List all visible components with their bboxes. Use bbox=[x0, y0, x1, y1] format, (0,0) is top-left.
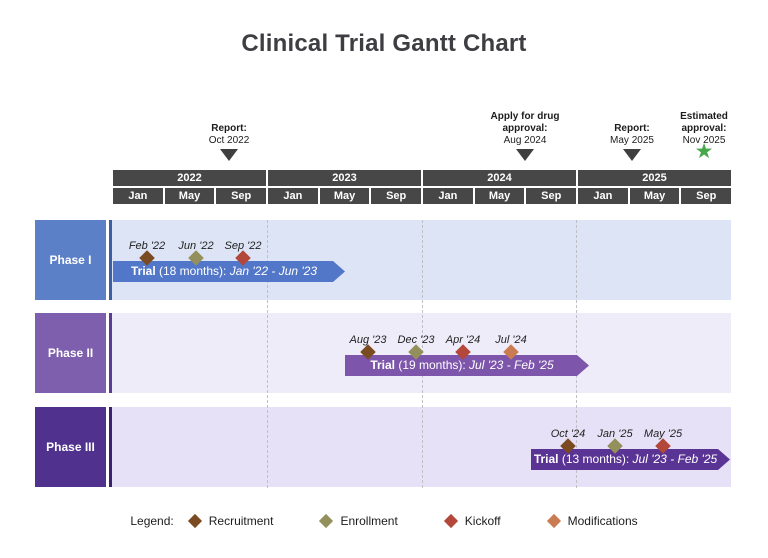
month-cell: Sep bbox=[526, 188, 577, 204]
month-cell: Jan bbox=[113, 188, 163, 204]
event-date-label: Oct '24 bbox=[550, 428, 586, 440]
month-cell: May bbox=[629, 188, 680, 204]
milestone-flag-report-may-2025: Report: May 2025 bbox=[610, 123, 654, 147]
event-date-label: Dec '23 bbox=[397, 334, 435, 346]
year-gridline-2025 bbox=[576, 220, 577, 488]
milestone-star-icon: ★ bbox=[694, 140, 714, 163]
phase-row-phase-3 bbox=[112, 407, 731, 487]
enrollment-diamond-icon bbox=[319, 513, 334, 529]
milestone-flag-report-oct-2022: Report: Oct 2022 bbox=[209, 123, 250, 147]
phase-name: Phase III bbox=[46, 440, 95, 454]
milestone-label: Report: bbox=[614, 123, 650, 134]
bar-title: Trial bbox=[533, 452, 559, 466]
timeline-year-row: 2022 2023 2024 2025 bbox=[113, 170, 731, 186]
event-date-label: Jul '24 bbox=[495, 334, 527, 346]
legend-item-recruitment: Recruitment bbox=[187, 513, 274, 529]
year-cell: 2024 bbox=[423, 170, 576, 186]
gantt-bar-phase-3: Trial (13 months): Jul '23 - Feb '25 bbox=[531, 449, 730, 470]
month-cell: Jan bbox=[268, 188, 318, 204]
phase-label-phase-1: Phase I bbox=[35, 220, 106, 300]
milestone-triangle-icon bbox=[623, 149, 641, 161]
legend-item-label: Modifications bbox=[567, 514, 638, 528]
legend-item-kickoff: Kickoff bbox=[443, 513, 501, 529]
bar-dates: Jul '23 - Feb '25 bbox=[632, 452, 718, 466]
chart-title: Clinical Trial Gantt Chart bbox=[241, 30, 527, 57]
phase-name: Phase II bbox=[47, 346, 94, 360]
milestone-flag-drug-approval-aug-2024: Apply for drug approval: Aug 2024 bbox=[491, 111, 560, 147]
milestone-date: Oct 2022 bbox=[208, 135, 250, 146]
milestone-label: approval: bbox=[502, 123, 548, 134]
year-cell: 2025 bbox=[578, 170, 731, 186]
gantt-bar-phase-1: Trial (18 months): Jan '22 - Jun '23 bbox=[113, 261, 345, 282]
bar-dates: Jan '22 - Jun '23 bbox=[229, 264, 318, 278]
year-gridline-2024 bbox=[422, 220, 423, 488]
legend-item-label: Enrollment bbox=[340, 514, 398, 528]
phase-row-accent bbox=[109, 407, 112, 487]
month-cell: May bbox=[319, 188, 370, 204]
milestone-triangle-icon bbox=[516, 149, 534, 161]
legend-item-enrollment: Enrollment bbox=[319, 513, 398, 529]
event-date-label: Feb '22 bbox=[128, 240, 166, 252]
month-cell: Sep bbox=[681, 188, 732, 204]
phase-name: Phase I bbox=[49, 253, 92, 267]
timeline-month-row: Jan May Sep Jan May Sep Jan May Sep Jan … bbox=[113, 188, 732, 204]
year-cell: 2023 bbox=[268, 170, 421, 186]
year-cell: 2022 bbox=[113, 170, 266, 186]
milestone-date: Aug 2024 bbox=[503, 135, 547, 146]
month-cell: May bbox=[474, 188, 525, 204]
legend-title: Legend: bbox=[130, 514, 174, 528]
phase-label-phase-3: Phase III bbox=[35, 407, 106, 487]
year-gridline-2023 bbox=[267, 220, 268, 488]
month-cell: Sep bbox=[371, 188, 422, 204]
milestone-label: Apply for drug bbox=[490, 111, 560, 122]
milestone-label: Report: bbox=[211, 123, 247, 134]
bar-duration: (18 months): bbox=[155, 264, 230, 278]
gantt-bar-phase-2: Trial (19 months): Jul '23 - Feb '25 bbox=[345, 355, 589, 376]
milestone-date: Nov 2025 bbox=[682, 135, 726, 146]
bar-duration: (19 months): bbox=[395, 358, 470, 372]
event-date-label: Sep '22 bbox=[224, 240, 262, 252]
event-date-label: May '25 bbox=[643, 428, 683, 440]
phase-row-accent bbox=[109, 220, 112, 300]
month-cell: Jan bbox=[423, 188, 473, 204]
milestone-label: Estimated bbox=[680, 111, 728, 122]
bar-title: Trial bbox=[370, 358, 395, 372]
bar-title: Trial bbox=[130, 264, 156, 278]
legend: Legend: Recruitment Enrollment Kickoff M… bbox=[0, 513, 768, 529]
bar-duration: (13 months): bbox=[558, 452, 633, 466]
event-date-label: Jun '22 bbox=[178, 240, 214, 252]
event-date-label: Apr '24 bbox=[445, 334, 481, 346]
month-cell: May bbox=[164, 188, 215, 204]
month-cell: Jan bbox=[578, 188, 628, 204]
legend-item-modifications: Modifications bbox=[546, 513, 638, 529]
event-date-label: Aug '23 bbox=[349, 334, 387, 346]
legend-item-label: Kickoff bbox=[464, 514, 501, 528]
modifications-diamond-icon bbox=[546, 513, 561, 529]
phase-label-phase-2: Phase II bbox=[35, 313, 106, 393]
kickoff-diamond-icon bbox=[443, 513, 458, 529]
month-cell: Sep bbox=[216, 188, 267, 204]
milestone-date: May 2025 bbox=[610, 135, 654, 146]
bar-dates: Jul '23 - Feb '25 bbox=[469, 358, 554, 372]
event-date-label: Jan '25 bbox=[597, 428, 633, 440]
recruitment-diamond-icon bbox=[187, 513, 202, 529]
legend-item-label: Recruitment bbox=[208, 514, 274, 528]
milestone-flag-estimated-approval-nov-2025: Estimated approval: Nov 2025 bbox=[680, 111, 728, 147]
phase-row-accent bbox=[109, 313, 112, 393]
milestone-label: approval: bbox=[681, 123, 727, 134]
milestone-triangle-icon bbox=[220, 149, 238, 161]
phase-row-phase-1 bbox=[112, 220, 731, 300]
